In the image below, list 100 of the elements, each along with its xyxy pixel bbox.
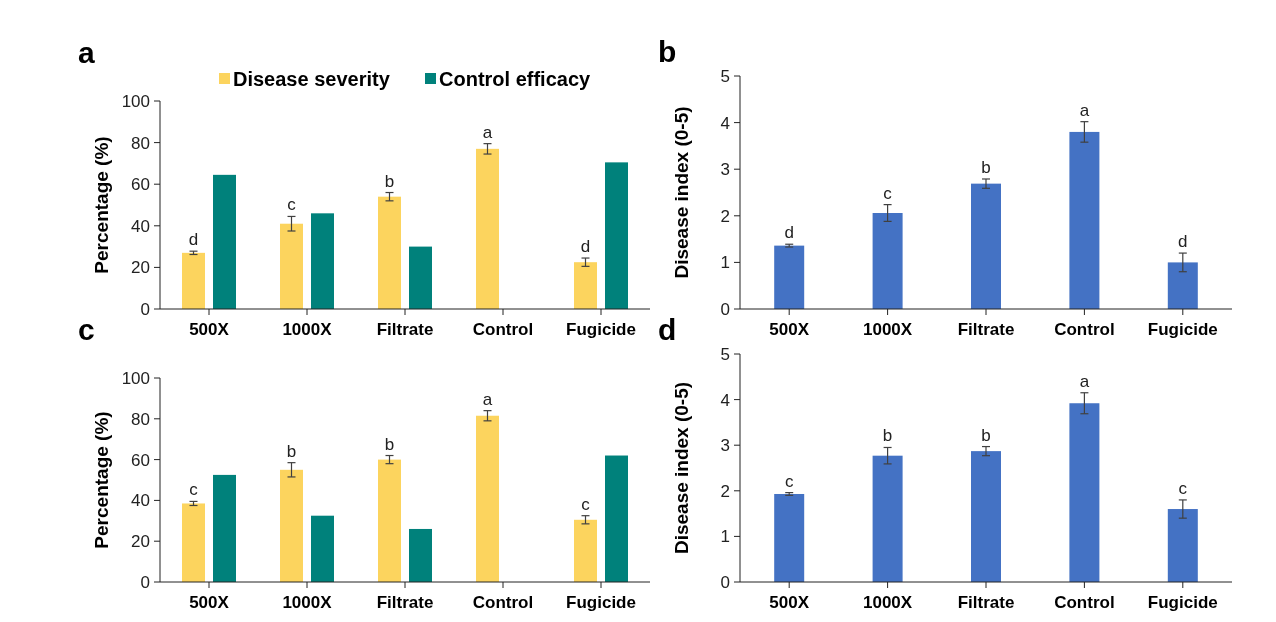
annotation: b xyxy=(981,425,991,445)
annotation: c xyxy=(581,494,591,514)
y-tick-label: 5 xyxy=(720,66,730,86)
x-tick-label: Control xyxy=(472,320,534,339)
annotation: b xyxy=(384,434,395,454)
bar xyxy=(872,213,903,309)
chart-title: a xyxy=(78,36,95,69)
bar xyxy=(872,455,903,582)
y-axis-title: Percentage (%) xyxy=(91,136,112,274)
y-tick-label: 5 xyxy=(720,344,730,364)
x-tick-label: Fugicide xyxy=(566,593,636,612)
bar xyxy=(1069,131,1100,309)
bar xyxy=(409,528,432,582)
y-tick-label: 0 xyxy=(140,572,150,592)
y-tick-label: 80 xyxy=(131,133,150,153)
bar xyxy=(378,459,401,582)
x-tick-label: Control xyxy=(472,593,534,612)
bar xyxy=(280,223,303,309)
bar xyxy=(574,519,597,582)
annotation: d xyxy=(784,223,794,243)
y-tick-label: 0 xyxy=(720,572,730,592)
bar xyxy=(1167,262,1198,309)
bar xyxy=(1069,403,1100,582)
bar xyxy=(971,451,1001,582)
annotation: c xyxy=(784,471,794,491)
annotation: a xyxy=(482,122,493,142)
bar xyxy=(476,415,499,582)
x-tick-label: Fugicide xyxy=(1147,593,1218,612)
bar xyxy=(574,262,597,309)
annotation: d xyxy=(1178,232,1188,252)
bar xyxy=(971,183,1001,309)
annotation: c xyxy=(883,183,893,203)
x-tick-label: 1000X xyxy=(863,593,913,612)
bar xyxy=(280,469,303,582)
y-tick-label: 60 xyxy=(131,175,150,195)
chart-title: b xyxy=(658,35,677,68)
y-tick-label: 80 xyxy=(131,409,150,429)
y-axis-title: Disease index (0-5) xyxy=(671,106,692,279)
x-tick-label: 1000X xyxy=(863,320,913,339)
annotation: b xyxy=(286,441,297,461)
x-tick-label: 1000X xyxy=(282,593,333,612)
y-tick-label: 2 xyxy=(720,206,730,226)
y-tick-label: 20 xyxy=(131,258,150,278)
bar xyxy=(605,455,628,582)
x-tick-label: Control xyxy=(1054,593,1115,612)
x-tick-label: Fugicide xyxy=(1147,320,1218,339)
y-tick-label: 0 xyxy=(720,299,730,319)
y-tick-label: 40 xyxy=(131,216,150,236)
bar xyxy=(213,474,236,582)
bar xyxy=(774,493,805,582)
x-tick-label: Filtrate xyxy=(376,320,434,339)
y-tick-label: 4 xyxy=(720,390,730,410)
y-tick-label: 1 xyxy=(720,253,730,273)
x-tick-label: Filtrate xyxy=(957,593,1015,612)
y-axis-title: Disease index (0-5) xyxy=(671,381,692,555)
annotation: c xyxy=(1178,478,1188,498)
annotation: a xyxy=(482,389,493,409)
annotation: b xyxy=(882,426,893,446)
y-axis-title: Percentage (%) xyxy=(91,411,112,549)
annotation: d xyxy=(188,230,199,250)
y-tick-label: 2 xyxy=(720,481,730,501)
annotation: b xyxy=(981,157,991,177)
chart-title: c xyxy=(78,313,95,346)
y-tick-label: 1 xyxy=(720,527,730,547)
bar xyxy=(213,174,236,309)
x-tick-label: Fugicide xyxy=(566,320,636,339)
bar xyxy=(774,245,805,309)
y-tick-label: 100 xyxy=(121,91,150,111)
bar xyxy=(182,252,205,309)
annotation: b xyxy=(384,171,395,191)
bar xyxy=(311,213,334,309)
x-tick-label: 500X xyxy=(769,320,810,339)
x-tick-label: 1000X xyxy=(282,320,333,339)
y-tick-label: 100 xyxy=(121,368,150,388)
x-tick-label: 500X xyxy=(189,593,230,612)
bar xyxy=(409,246,432,309)
bar xyxy=(476,148,499,309)
bar xyxy=(311,515,334,582)
annotation: c xyxy=(287,195,297,215)
x-tick-label: 500X xyxy=(189,320,230,339)
y-tick-label: 3 xyxy=(720,160,730,180)
x-tick-label: Control xyxy=(1054,320,1115,339)
legend-label: Disease severity xyxy=(233,68,391,90)
x-tick-label: Filtrate xyxy=(376,593,434,612)
x-tick-label: 500X xyxy=(769,593,810,612)
annotation: a xyxy=(1079,100,1090,120)
y-tick-label: 20 xyxy=(131,532,150,552)
bar xyxy=(605,162,628,309)
legend-label: Control efficacy xyxy=(439,68,592,90)
annotation: d xyxy=(580,237,591,257)
bar xyxy=(378,196,401,309)
y-tick-label: 40 xyxy=(131,491,150,511)
bar xyxy=(182,503,205,582)
x-tick-label: Filtrate xyxy=(957,320,1015,339)
y-tick-label: 0 xyxy=(140,299,150,319)
annotation: a xyxy=(1079,371,1090,391)
bar xyxy=(1167,509,1198,582)
chart-title: d xyxy=(658,313,677,346)
annotation: c xyxy=(189,480,199,500)
y-tick-label: 4 xyxy=(720,113,730,133)
